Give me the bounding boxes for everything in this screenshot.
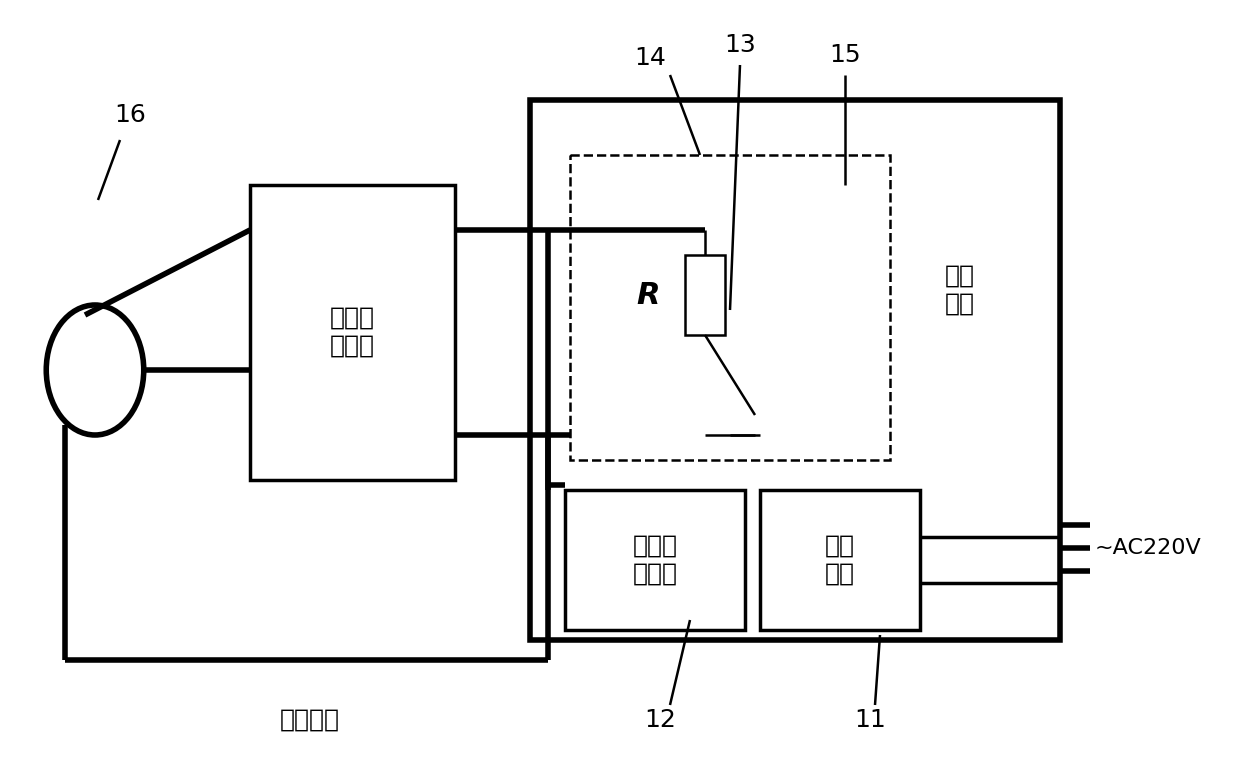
Text: 电源
模块: 电源 模块 bbox=[825, 534, 856, 586]
Bar bbox=[760, 490, 920, 630]
Text: 13: 13 bbox=[724, 33, 756, 57]
Text: 谐振判
断模块: 谐振判 断模块 bbox=[632, 534, 677, 586]
Text: 14: 14 bbox=[634, 46, 666, 70]
Text: 消谐
模块: 消谐 模块 bbox=[945, 264, 975, 316]
Text: ~AC220V: ~AC220V bbox=[1095, 538, 1202, 558]
Text: 开口三
角回路: 开口三 角回路 bbox=[330, 306, 374, 358]
Bar bbox=[570, 155, 890, 460]
Bar bbox=[684, 255, 725, 335]
Text: 12: 12 bbox=[644, 708, 676, 732]
Bar bbox=[565, 490, 745, 630]
Text: 11: 11 bbox=[854, 708, 885, 732]
Text: 15: 15 bbox=[830, 43, 861, 67]
Text: 零序电流: 零序电流 bbox=[280, 708, 340, 732]
Bar bbox=[529, 100, 1060, 640]
Ellipse shape bbox=[46, 305, 144, 435]
Text: R: R bbox=[636, 281, 660, 310]
Text: 16: 16 bbox=[114, 103, 146, 127]
Bar bbox=[250, 185, 455, 480]
